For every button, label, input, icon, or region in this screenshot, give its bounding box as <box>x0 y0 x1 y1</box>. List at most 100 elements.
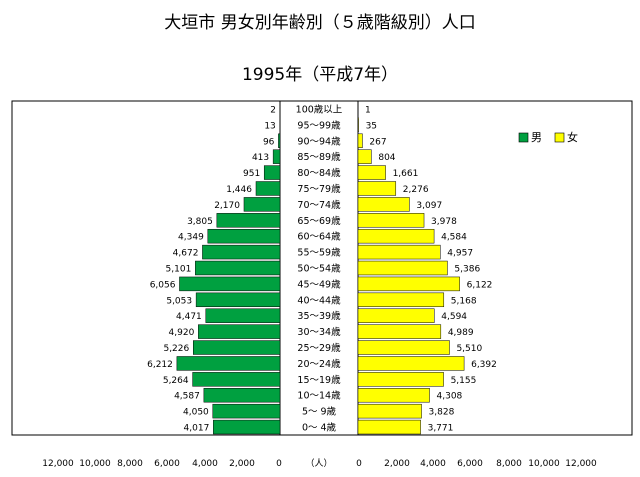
male-value-label: 5,226 <box>163 344 189 354</box>
female-bar <box>357 324 442 339</box>
male-axis-tick-label: 10,000 <box>79 459 111 469</box>
male-bar <box>213 419 281 435</box>
age-group-label: 85～89歳 <box>297 151 341 163</box>
male-axis-tick-label: 0 <box>276 459 282 469</box>
female-bar <box>357 228 435 244</box>
female-bar <box>357 165 386 180</box>
male-value-label: 96 <box>263 137 275 147</box>
male-axis-tick-label: 8,000 <box>117 459 143 469</box>
female-bar <box>357 372 444 387</box>
age-group-label: 5～ 9歳 <box>302 406 337 418</box>
female-value-label: 3,097 <box>416 201 442 211</box>
male-bar <box>207 228 281 244</box>
male-bar <box>195 260 281 276</box>
axis-unit-label: （人） <box>305 458 332 469</box>
female-bar <box>357 340 450 355</box>
male-value-label: 4,672 <box>173 249 199 259</box>
female-bar <box>357 260 448 276</box>
age-group-label: 10～14歳 <box>297 390 341 402</box>
age-group-label: 40～44歳 <box>297 294 341 306</box>
female-bar <box>357 419 421 435</box>
age-group-label: 20～24歳 <box>297 358 341 370</box>
male-value-label: 5,101 <box>166 265 192 275</box>
male-value-label: 1,446 <box>226 185 252 195</box>
male-bar <box>212 403 281 419</box>
age-group-label: 75～79歳 <box>297 183 341 195</box>
male-bar <box>216 213 281 228</box>
age-group-label: 25～29歳 <box>297 342 341 354</box>
male-bar <box>205 308 281 323</box>
female-bar <box>357 308 435 323</box>
female-bar <box>357 356 465 371</box>
legend-female-swatch <box>554 132 565 143</box>
male-value-label: 4,471 <box>176 312 202 322</box>
female-value-label: 5,155 <box>451 376 477 386</box>
chart-subtitle: 1995年（平成7年） <box>241 65 399 85</box>
male-value-label: 413 <box>252 153 269 163</box>
female-bar <box>357 197 410 212</box>
male-value-label: 2 <box>270 105 276 115</box>
female-value-label: 6,392 <box>471 360 497 370</box>
age-group-label: 55～59歳 <box>297 247 341 259</box>
female-bar <box>357 133 363 148</box>
female-value-label: 4,584 <box>441 233 467 243</box>
female-axis-tick-label: 0 <box>356 459 362 469</box>
age-group-label: 65～69歳 <box>297 215 341 227</box>
male-axis-tick-label: 12,000 <box>42 459 74 469</box>
female-value-label: 5,386 <box>454 265 480 275</box>
age-group-label: 80～84歳 <box>297 167 341 179</box>
male-bar <box>192 372 281 387</box>
legend-male-swatch <box>518 132 529 143</box>
female-value-label: 6,122 <box>467 280 493 290</box>
female-value-label: 2,276 <box>403 185 429 195</box>
male-bar <box>243 197 281 212</box>
male-value-label: 5,264 <box>163 376 189 386</box>
age-group-label: 60～64歳 <box>297 231 341 243</box>
male-bar <box>192 340 281 355</box>
female-value-label: 35 <box>366 121 377 131</box>
male-bar <box>203 388 281 403</box>
female-value-label: 4,989 <box>448 328 474 338</box>
plot-frame <box>11 100 633 436</box>
age-group-label: 90～94歳 <box>297 135 341 147</box>
female-value-label: 267 <box>369 137 386 147</box>
male-bar <box>278 133 281 148</box>
female-value-label: 4,308 <box>437 392 463 402</box>
male-bar <box>179 276 281 292</box>
female-axis-tick-label: 12,000 <box>565 459 597 469</box>
male-value-label: 951 <box>243 169 260 179</box>
male-bar <box>202 244 281 260</box>
female-value-label: 5,168 <box>451 296 477 306</box>
age-group-label: 45～49歳 <box>297 278 341 290</box>
age-group-label: 35～39歳 <box>297 310 341 322</box>
female-value-label: 5,510 <box>456 344 482 354</box>
age-group-label: 50～54歳 <box>297 263 341 275</box>
female-bar <box>357 117 359 133</box>
male-value-label: 4,050 <box>183 408 209 418</box>
female-value-label: 4,957 <box>447 249 473 259</box>
male-value-label: 4,920 <box>169 328 195 338</box>
male-bar <box>195 292 281 308</box>
age-group-label: 15～19歳 <box>297 374 341 386</box>
chart-title: 大垣市 男女別年齢別（５歳階級別）人口 <box>164 13 476 33</box>
female-value-label: 3,828 <box>429 408 455 418</box>
female-value-label: 3,771 <box>428 424 454 434</box>
female-axis-tick-label: 10,000 <box>528 459 560 469</box>
female-axis-tick-label: 4,000 <box>420 459 446 469</box>
male-axis-tick-label: 2,000 <box>229 459 255 469</box>
female-axis-tick-label: 2,000 <box>384 459 410 469</box>
male-value-label: 6,056 <box>150 280 176 290</box>
male-axis-tick-label: 4,000 <box>192 459 218 469</box>
female-axis-tick-label: 8,000 <box>496 459 522 469</box>
female-bar <box>357 244 441 260</box>
male-value-label: 4,587 <box>174 392 200 402</box>
male-bar <box>255 181 281 196</box>
age-group-label: 30～34歳 <box>297 326 341 338</box>
age-group-label: 0～ 4歳 <box>302 422 337 434</box>
legend-male-label: 男 <box>531 131 542 144</box>
male-bar <box>176 356 281 371</box>
male-bar <box>263 165 281 180</box>
legend-female-label: 女 <box>567 130 578 144</box>
age-group-label: 95～99歳 <box>297 119 341 131</box>
